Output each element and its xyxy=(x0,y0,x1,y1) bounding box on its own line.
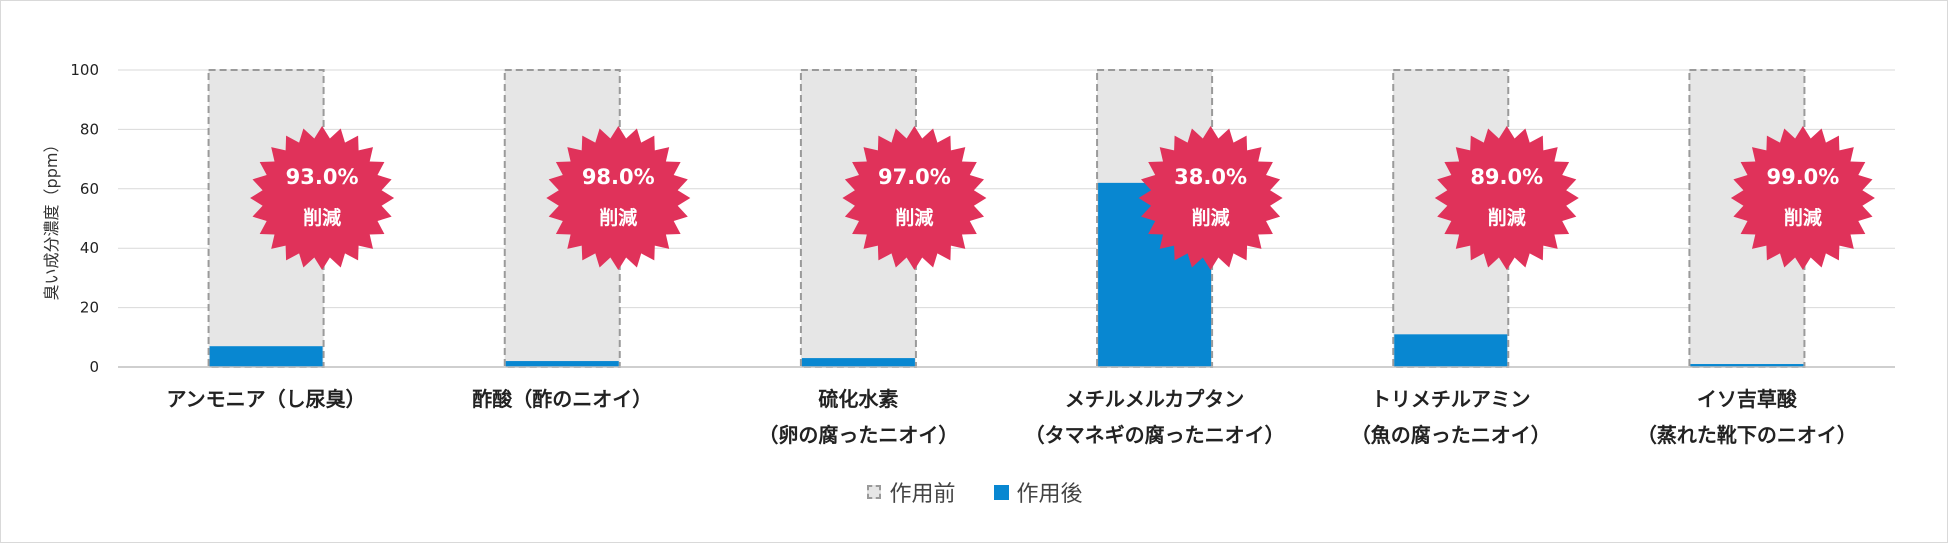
x-category-label: アンモニア（し尿臭） xyxy=(166,387,365,411)
x-category-sublabel: （タマネギの腐ったニオイ） xyxy=(1025,423,1285,447)
reduction-word-label: 削減 xyxy=(895,206,933,229)
reduction-percent-label: 93.0% xyxy=(286,165,359,189)
reduction-percent-label: 99.0% xyxy=(1766,165,1839,189)
legend-label-before: 作用前 xyxy=(889,482,956,507)
reduction-word-label: 削減 xyxy=(303,206,341,229)
x-category-label: 硫化水素 xyxy=(818,387,898,411)
x-category-sublabel: （魚の腐ったニオイ） xyxy=(1351,423,1551,447)
reduction-word-label: 削減 xyxy=(1488,206,1526,229)
reduction-badge xyxy=(546,126,691,270)
y-axis-title: 臭い成分濃度（ppm） xyxy=(42,137,61,301)
x-category-label: 酢酸（酢のニオイ） xyxy=(472,387,652,411)
reduction-percent-label: 98.0% xyxy=(582,165,655,189)
x-category-sublabel: （蒸れた靴下のニオイ） xyxy=(1637,423,1857,447)
y-tick-label: 80 xyxy=(80,120,99,138)
legend-item-after: 作用後 xyxy=(993,476,1083,508)
reduction-badge xyxy=(842,126,987,270)
legend-swatch-before xyxy=(867,485,882,499)
bar-after xyxy=(1690,364,1804,367)
x-category-label: イソ吉草酸 xyxy=(1697,387,1798,411)
reduction-word-label: 削減 xyxy=(1192,206,1230,229)
y-tick-label: 60 xyxy=(80,180,99,198)
x-category-sublabel: （卵の腐ったニオイ） xyxy=(758,423,958,447)
reduction-badge xyxy=(1434,126,1579,270)
y-tick-label: 100 xyxy=(70,61,99,79)
legend-label-after: 作用後 xyxy=(1016,482,1083,507)
bar-after xyxy=(1394,334,1508,367)
reduction-percent-label: 97.0% xyxy=(878,165,951,189)
y-tick-label: 20 xyxy=(80,299,99,317)
y-tick-label: 40 xyxy=(80,239,99,257)
x-category-label: メチルメルカプタン xyxy=(1065,387,1244,411)
reduction-word-label: 削減 xyxy=(1784,206,1822,229)
reduction-word-label: 削減 xyxy=(599,206,637,229)
bar-after xyxy=(505,361,619,367)
legend-item-before: 作用前 xyxy=(867,476,956,508)
reduction-badge xyxy=(1730,126,1875,270)
y-tick-label: 0 xyxy=(89,358,99,376)
legend: 作用前 作用後 xyxy=(0,476,1950,508)
reduction-percent-label: 38.0% xyxy=(1174,165,1247,189)
reduction-badge xyxy=(1138,126,1283,270)
legend-swatch-after xyxy=(993,484,1009,500)
reduction-badge xyxy=(250,126,395,270)
bar-after xyxy=(209,346,323,367)
reduction-percent-label: 89.0% xyxy=(1470,165,1543,189)
x-category-label: トリメチルアミン xyxy=(1371,387,1531,411)
bar-after xyxy=(801,358,915,367)
